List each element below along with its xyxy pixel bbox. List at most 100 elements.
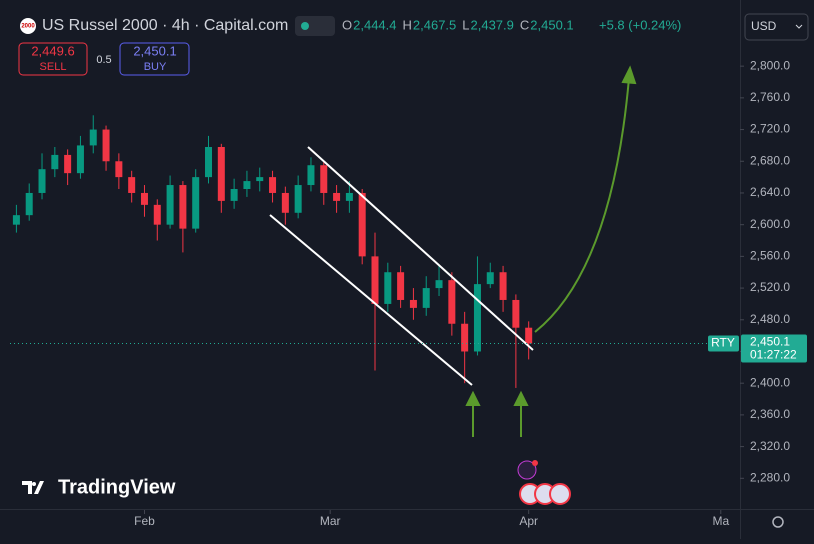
x-tick-label: Ma bbox=[712, 514, 729, 528]
buy-label: BUY bbox=[144, 61, 167, 73]
symbol-icon-text: 2000 bbox=[21, 24, 35, 30]
candle-body bbox=[473, 284, 481, 352]
ohlc-value: 2,467.5 bbox=[413, 17, 456, 32]
y-tick-label: 2,280.0 bbox=[750, 470, 790, 484]
candle-body bbox=[448, 280, 456, 324]
ohlc-key: L bbox=[462, 17, 469, 32]
spread: 0.5 bbox=[96, 54, 111, 66]
candle-body bbox=[51, 154, 59, 170]
logo: TradingView bbox=[58, 476, 176, 498]
candle-body bbox=[12, 215, 20, 225]
candle-body bbox=[89, 129, 97, 146]
price-tag bbox=[741, 334, 807, 363]
ohlc-value: 2,444.4 bbox=[353, 17, 396, 32]
y-tick-label: 2,320.0 bbox=[750, 439, 790, 453]
candle-body bbox=[294, 185, 302, 213]
candle-body bbox=[345, 192, 353, 201]
arrow bbox=[534, 77, 630, 333]
ohlc-value: 2,450.1 bbox=[530, 17, 573, 32]
arrow-head bbox=[465, 390, 481, 406]
channel-line bbox=[269, 214, 473, 386]
dropdown-caret bbox=[795, 24, 803, 29]
candle-body bbox=[384, 272, 392, 304]
candle-body bbox=[217, 146, 225, 201]
candle-body bbox=[371, 256, 379, 304]
ohlc-key: H bbox=[403, 17, 412, 32]
candle-body bbox=[102, 129, 110, 162]
candle-body bbox=[140, 192, 148, 205]
x-tick-label: Feb bbox=[134, 514, 155, 528]
candle-body bbox=[358, 192, 366, 257]
candle-body bbox=[76, 145, 84, 174]
symbol-icon bbox=[20, 18, 36, 34]
symbol-code: RTY bbox=[711, 336, 735, 350]
candle-body bbox=[333, 192, 341, 201]
candle-body bbox=[307, 165, 315, 186]
status-dot bbox=[301, 22, 309, 30]
candle-body bbox=[409, 299, 417, 308]
arrows bbox=[465, 65, 637, 437]
x-tick-label: Apr bbox=[519, 514, 538, 528]
sell-label: SELL bbox=[40, 61, 67, 73]
candle-body bbox=[153, 204, 161, 225]
x-tick-label: Mar bbox=[320, 514, 341, 528]
event-icon[interactable] bbox=[517, 460, 537, 480]
plot bbox=[12, 115, 533, 388]
candle-body bbox=[486, 272, 494, 285]
candle-body bbox=[269, 177, 277, 193]
ohlc: O 2,444.4 H 2,467.5 L 2,437.9 C 2,450.1 bbox=[342, 17, 574, 32]
candle-body bbox=[243, 181, 251, 190]
logo-mark bbox=[32, 482, 36, 486]
candle-body bbox=[256, 177, 264, 182]
candle-body bbox=[38, 169, 46, 193]
candle-body bbox=[397, 272, 405, 300]
candle-body bbox=[115, 161, 123, 178]
y-tick-label: 2,600.0 bbox=[750, 217, 790, 231]
ohlc-key: O bbox=[342, 17, 352, 32]
y-tick-label: 2,400.0 bbox=[750, 375, 790, 389]
settings-icon[interactable] bbox=[772, 516, 784, 528]
buy-price: 2,450.1 bbox=[133, 43, 176, 58]
event-dot bbox=[532, 460, 538, 466]
candle-body bbox=[64, 154, 72, 174]
y-tick-label: 2,760.0 bbox=[750, 90, 790, 104]
candle-body bbox=[230, 189, 238, 201]
event-icon[interactable] bbox=[549, 483, 571, 505]
arrow-head bbox=[513, 390, 529, 406]
arrow-head bbox=[621, 65, 637, 85]
y-tick-label: 2,720.0 bbox=[750, 122, 790, 136]
logo-mark bbox=[22, 481, 44, 494]
y-tick-label: 2,480.0 bbox=[750, 312, 790, 326]
candle-body bbox=[461, 323, 469, 352]
candle-body bbox=[422, 288, 430, 308]
y-tick-label: 2,520.0 bbox=[750, 280, 790, 294]
candle-body bbox=[499, 272, 507, 300]
candle-body bbox=[205, 146, 213, 178]
candle-body bbox=[192, 177, 200, 229]
currency: USD bbox=[751, 19, 777, 33]
sell-button[interactable] bbox=[18, 42, 88, 76]
currency-select[interactable] bbox=[744, 13, 809, 41]
y-tick-label: 2,640.0 bbox=[750, 185, 790, 199]
candle-body bbox=[320, 165, 328, 193]
price-tag-label: 2,450.1 bbox=[750, 335, 790, 349]
candle-body bbox=[166, 185, 174, 225]
ohlc-key: C bbox=[520, 17, 529, 32]
y-tick-label: 2,360.0 bbox=[750, 407, 790, 421]
candle-body bbox=[179, 185, 187, 229]
change: +5.8 (+0.24%) bbox=[599, 17, 681, 32]
channel-line bbox=[307, 146, 534, 351]
buy-button[interactable] bbox=[119, 42, 190, 76]
candle-body bbox=[525, 327, 533, 344]
y-tick-label: 2,560.0 bbox=[750, 249, 790, 263]
ohlc-value: 2,437.9 bbox=[471, 17, 514, 32]
candle-body bbox=[281, 192, 289, 213]
countdown: 01:27:22 bbox=[750, 348, 797, 362]
chart-title: US Russel 2000 · 4h · Capital.com bbox=[42, 17, 288, 34]
y-tick-label: 2,800.0 bbox=[750, 58, 790, 72]
sell-price: 2,449.6 bbox=[31, 43, 74, 58]
candle-body bbox=[435, 280, 443, 289]
status-badge[interactable] bbox=[295, 16, 335, 36]
